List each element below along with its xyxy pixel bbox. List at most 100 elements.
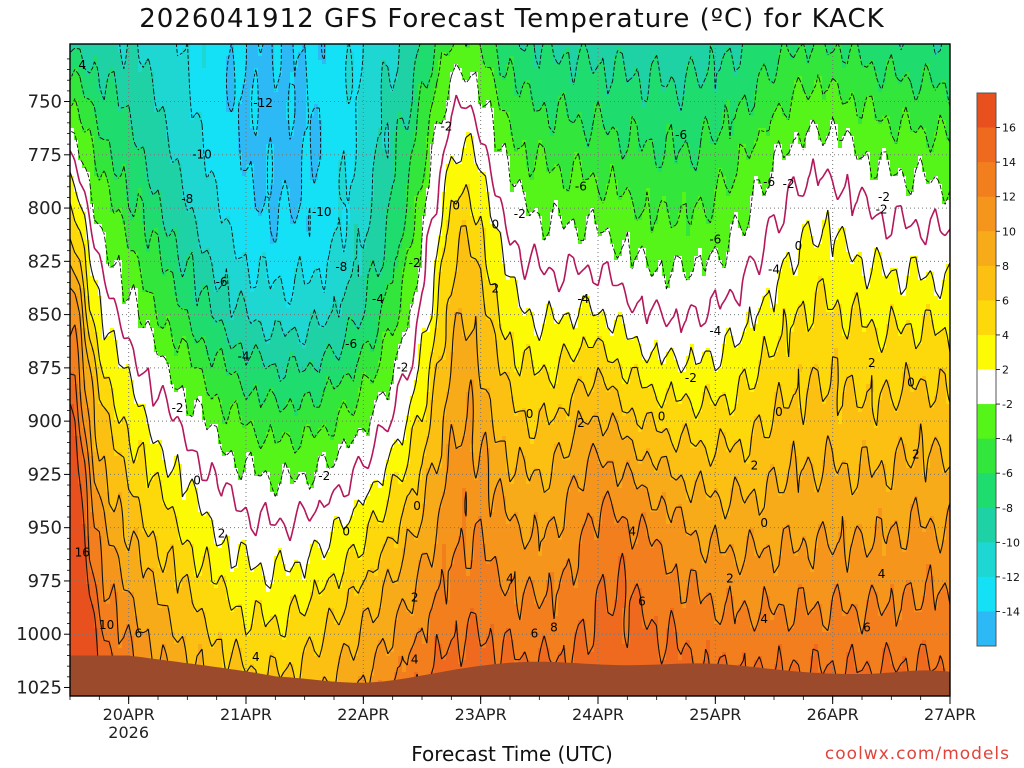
y-tick-label: 1025 — [16, 677, 62, 698]
colorbar-swatch — [977, 93, 996, 128]
contour-label: 4 — [628, 524, 636, 538]
colorbar-swatch — [977, 577, 996, 612]
contour-label: 4 — [252, 650, 260, 664]
colorbar-label: -12 — [1002, 571, 1020, 584]
contour-label: -2 — [440, 120, 452, 134]
contour-label: -6 — [216, 275, 228, 289]
contour-label: 2 — [726, 571, 734, 585]
contour-label: -2 — [396, 360, 408, 374]
y-tick-label: 750 — [28, 92, 62, 113]
contour-label: 2 — [218, 527, 226, 541]
y-tick-label: 800 — [28, 198, 62, 219]
contour-label: 4 — [411, 652, 419, 666]
colorbar-swatch — [977, 473, 996, 508]
contour-label: 0 — [775, 405, 783, 419]
colorbar-label: -4 — [1002, 433, 1013, 446]
contour-label: -4 — [577, 292, 589, 306]
credit-text: coolwx.com/models — [825, 744, 1010, 764]
y-tick-label: 775 — [28, 145, 62, 166]
contour-label: 2 — [577, 416, 585, 430]
colorbar-swatch — [977, 439, 996, 474]
contour-label: -2 — [685, 371, 697, 385]
colorbar-swatch — [977, 162, 996, 197]
contour-label: -6 — [763, 175, 775, 189]
colorbar-swatch — [977, 335, 996, 370]
colorbar-label: 16 — [1002, 122, 1016, 135]
x-tick-label: 23APR — [455, 705, 507, 724]
contour-label: -2 — [514, 207, 526, 221]
contour-label: -10 — [312, 205, 332, 219]
contour-label: 0 — [760, 516, 768, 530]
contour-label: 6 — [531, 627, 539, 641]
contour-label: 0 — [193, 473, 201, 487]
colorbar-swatch — [977, 404, 996, 439]
contour-label: 2 — [492, 282, 500, 296]
contour-label: 2 — [751, 458, 759, 472]
y-tick-label: 1000 — [16, 624, 62, 645]
x-tick-label: 24APR — [572, 705, 624, 724]
colorbar-swatch — [977, 542, 996, 577]
colorbar-swatch — [977, 300, 996, 335]
contour-label: 0 — [413, 499, 421, 513]
colorbar-label: -8 — [1002, 502, 1013, 515]
colorbar-label: -14 — [1002, 605, 1020, 618]
x-tick-label: 22APR — [337, 705, 389, 724]
colorbar-label: -10 — [1002, 536, 1020, 549]
contour-label: 0 — [526, 407, 534, 421]
contour-label: -4 — [768, 262, 780, 276]
colorbar-label: 4 — [1002, 329, 1009, 342]
contour-label: -2 — [876, 203, 888, 217]
contour-label: -6 — [345, 337, 357, 351]
y-tick-label: 950 — [28, 518, 62, 539]
colorbar-label: -2 — [1002, 398, 1013, 411]
colorbar-swatch — [977, 370, 996, 405]
colorbar-swatch — [977, 231, 996, 266]
contour-label: 6 — [135, 627, 143, 641]
contour-label: -6 — [575, 179, 587, 193]
contour-label: 2 — [411, 590, 419, 604]
contour-label: 0 — [658, 409, 666, 423]
contour-label: -10 — [192, 147, 212, 161]
contour-label: 10 — [99, 618, 114, 632]
contour-label: -4 — [238, 350, 250, 364]
contour-label: 8 — [550, 620, 558, 634]
contour-label: 0 — [342, 524, 350, 538]
contour-label: -8 — [335, 260, 347, 274]
y-tick-label: 925 — [28, 464, 62, 485]
contour-label: 0 — [795, 239, 803, 253]
colorbar-swatch — [977, 197, 996, 232]
colorbar-swatch — [977, 611, 996, 646]
y-tick-label: 875 — [28, 358, 62, 379]
contour-label: 4 — [878, 567, 886, 581]
colorbar-label: 6 — [1002, 294, 1009, 307]
contour-label: 0 — [492, 218, 500, 232]
contour-label: 4 — [506, 571, 514, 585]
x-tick-label: 25APR — [689, 705, 741, 724]
contour-label: -4 — [709, 324, 721, 338]
colorbar-label: 8 — [1002, 260, 1009, 273]
contour-label: 4 — [78, 58, 86, 72]
contour-label: 2 — [912, 448, 920, 462]
contour-label: 16 — [75, 546, 90, 560]
contour-label: -6 — [675, 128, 687, 142]
colorbar-label: 14 — [1002, 156, 1016, 169]
x-tick-sublabel: 2026 — [108, 723, 149, 742]
y-tick-label: 975 — [28, 571, 62, 592]
contour-label: -2 — [409, 256, 421, 270]
contour-label: -2 — [783, 177, 795, 191]
contour-label: 6 — [638, 595, 646, 609]
colorbar-swatch — [977, 266, 996, 301]
x-tick-label: 27APR — [924, 705, 976, 724]
colorbar-label: 2 — [1002, 364, 1009, 377]
contour-label: -2 — [318, 469, 330, 483]
contour-label: 6 — [863, 620, 871, 634]
contour-label: -2 — [172, 401, 184, 415]
contour-label: -8 — [181, 192, 193, 206]
x-tick-label: 21APR — [220, 705, 272, 724]
contour-label: 0 — [907, 375, 915, 389]
contour-label: -4 — [372, 292, 384, 306]
x-tick-label: 26APR — [807, 705, 859, 724]
y-tick-label: 825 — [28, 251, 62, 272]
colorbar-swatch — [977, 508, 996, 543]
